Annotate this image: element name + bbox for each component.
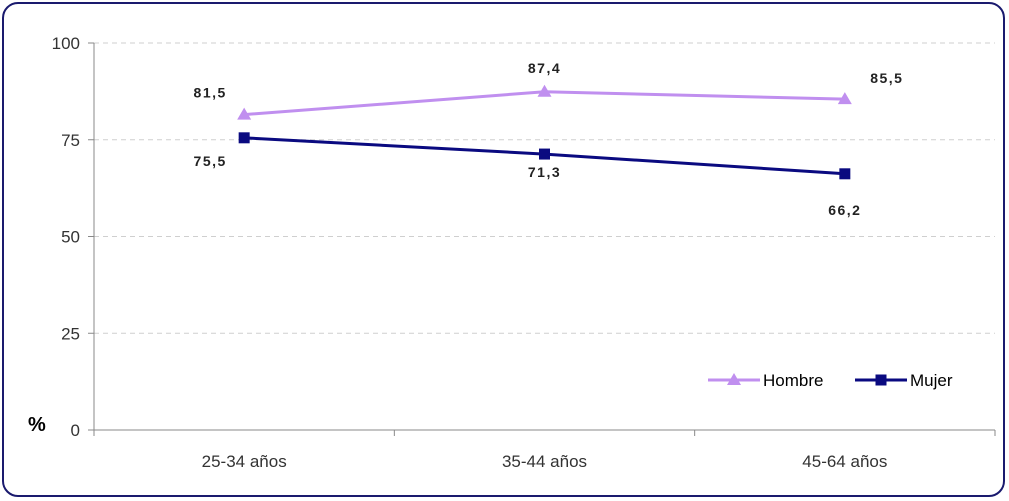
gridlines xyxy=(88,42,996,436)
data-point-mujer xyxy=(839,168,851,180)
y-tick-label: 50 xyxy=(61,228,80,247)
y-tick-label: 0 xyxy=(71,421,80,440)
y-tick-label: 25 xyxy=(61,324,80,343)
data-point-hombre xyxy=(837,92,852,105)
data-label-hombre: 81,5 xyxy=(194,85,227,101)
x-tick-label: 45-64 años xyxy=(802,452,887,471)
data-point-hombre xyxy=(237,107,252,120)
legend: Hombre Mujer xyxy=(708,371,953,390)
axes xyxy=(93,43,995,431)
legend-marker-hombre xyxy=(727,373,741,385)
data-point-mujer xyxy=(539,148,550,160)
series xyxy=(237,84,852,180)
data-label-hombre: 85,5 xyxy=(870,70,903,86)
data-label-mujer: 71,3 xyxy=(528,164,561,180)
x-tick-labels: 25-34 años 35-44 años 45-64 años xyxy=(202,452,888,471)
x-tick-label: 35-44 años xyxy=(502,452,587,471)
data-label-mujer: 66,2 xyxy=(828,202,861,218)
x-tick-label: 25-34 años xyxy=(202,452,287,471)
y-tick-labels: 0 25 50 75 100 xyxy=(52,34,80,440)
data-label-mujer: 75,5 xyxy=(194,153,227,169)
data-labels: 81,5 87,4 85,5 75,5 71,3 66,2 xyxy=(194,60,903,218)
legend-label-hombre: Hombre xyxy=(763,371,823,390)
data-point-hombre xyxy=(537,84,552,97)
data-point-mujer xyxy=(238,132,250,144)
y-tick-label: 100 xyxy=(52,34,80,53)
legend-label-mujer: Mujer xyxy=(910,371,953,390)
y-axis-unit-label: % xyxy=(28,414,46,436)
data-label-hombre: 87,4 xyxy=(528,60,561,76)
y-tick-label: 75 xyxy=(61,131,80,150)
legend-marker-mujer xyxy=(875,374,887,386)
